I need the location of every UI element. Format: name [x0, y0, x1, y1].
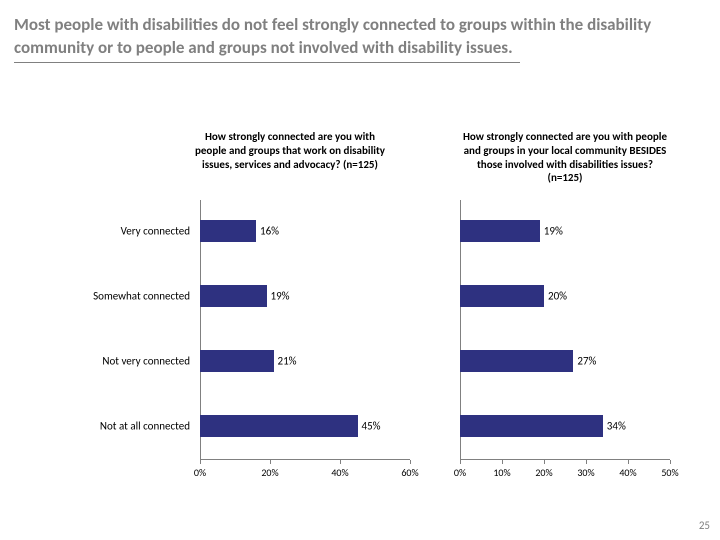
- x-axis-label: 10%: [493, 466, 510, 479]
- x-tick: [340, 460, 341, 464]
- x-axis-label: 50%: [661, 466, 678, 479]
- bar-value-label: 27%: [577, 355, 596, 368]
- title-underline: [14, 62, 520, 63]
- page-title: Most people with disabilities do not fee…: [14, 14, 660, 60]
- bar-value-label: 20%: [548, 290, 567, 303]
- category-label: Not very connected: [50, 355, 190, 368]
- bar-value-label: 45%: [362, 420, 381, 433]
- x-axis-label: 60%: [401, 466, 418, 479]
- bar: [460, 350, 573, 372]
- x-axis-label: 20%: [535, 466, 552, 479]
- x-tick: [544, 460, 545, 464]
- category-label: Very connected: [50, 225, 190, 238]
- x-tick: [460, 460, 461, 464]
- x-tick: [270, 460, 271, 464]
- x-axis: [460, 459, 670, 460]
- x-axis-label: 40%: [619, 466, 636, 479]
- x-tick: [670, 460, 671, 464]
- bar: [460, 415, 603, 437]
- bar: [460, 220, 540, 242]
- page-number: 25: [699, 519, 710, 532]
- category-label: Not at all connected: [50, 420, 190, 433]
- bar-value-label: 19%: [544, 225, 563, 238]
- bar-value-label: 16%: [260, 225, 279, 238]
- bar: [200, 350, 274, 372]
- bar: [200, 285, 267, 307]
- bar: [200, 415, 358, 437]
- x-axis-label: 40%: [331, 466, 348, 479]
- x-tick: [628, 460, 629, 464]
- category-label: Somewhat connected: [50, 290, 190, 303]
- x-axis: [200, 459, 410, 460]
- bar: [460, 285, 544, 307]
- plot-right: 0%10%20%30%40%50%19%20%27%34%: [460, 200, 670, 460]
- bar: [200, 220, 256, 242]
- x-tick: [200, 460, 201, 464]
- bar-value-label: 21%: [278, 355, 297, 368]
- x-axis-label: 30%: [577, 466, 594, 479]
- chart-title-right: How strongly connected are you with peop…: [460, 130, 670, 185]
- x-axis-label: 20%: [261, 466, 278, 479]
- bar-value-label: 19%: [271, 290, 290, 303]
- x-tick: [502, 460, 503, 464]
- x-axis-label: 0%: [194, 466, 206, 479]
- bar-value-label: 34%: [607, 420, 626, 433]
- x-axis-label: 0%: [454, 466, 466, 479]
- chart-title-left: How strongly connected are you with peop…: [190, 130, 390, 171]
- plot-left: 0%20%40%60%Very connected16%Somewhat con…: [200, 200, 410, 460]
- x-tick: [410, 460, 411, 464]
- x-tick: [586, 460, 587, 464]
